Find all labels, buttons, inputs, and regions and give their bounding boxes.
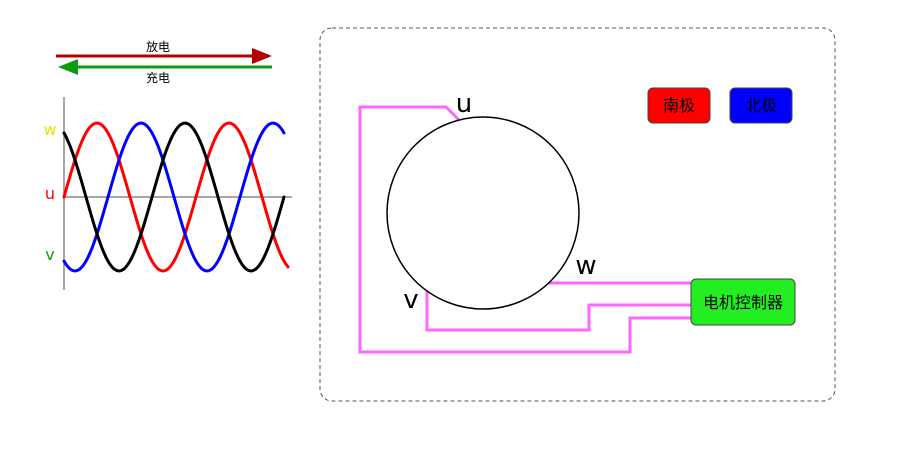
- north-pole-swatch: [729, 87, 793, 124]
- phase-label-u: u: [45, 184, 55, 203]
- charge-label: 充电: [146, 70, 170, 85]
- terminal-label-w: w: [575, 251, 596, 281]
- waveform-curve-w: [62, 121, 286, 273]
- motor-controller-label: 电机控制器: [703, 293, 783, 312]
- north-pole-label: 北极: [745, 96, 777, 115]
- waveform-curve-v: [62, 121, 286, 273]
- wire-v: [425, 291, 691, 332]
- discharge-label: 放电: [146, 39, 170, 54]
- wire-u: [358, 105, 691, 354]
- charge-arrow: [58, 59, 272, 75]
- motor-wires: [358, 105, 691, 354]
- discharge-arrow: [56, 48, 272, 64]
- terminal-label-u: u: [456, 89, 472, 119]
- terminal-label-v: v: [403, 285, 418, 315]
- motor-frame: [319, 27, 836, 402]
- south-pole-label: 南极: [663, 96, 695, 115]
- motor-circle: [386, 116, 580, 310]
- phase-label-v: v: [45, 245, 54, 264]
- motor-controller-box: [690, 278, 796, 326]
- south-pole-swatch: [647, 87, 711, 124]
- phase-label-w: w: [43, 120, 56, 139]
